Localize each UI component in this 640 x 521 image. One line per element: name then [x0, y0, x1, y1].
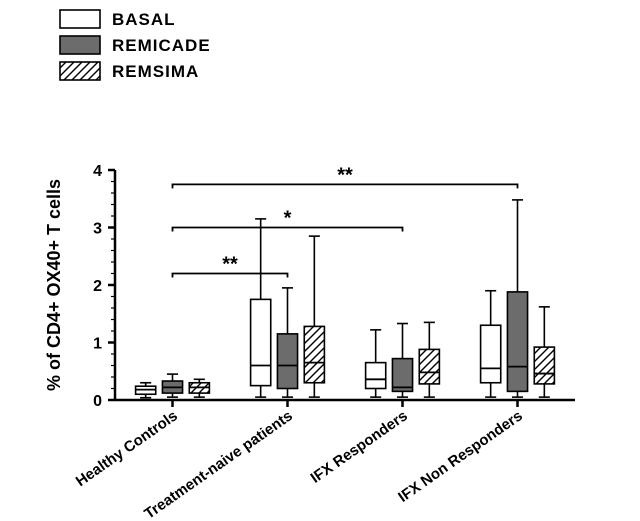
x-tick-label: IFX Responders: [307, 407, 410, 486]
box: [366, 363, 386, 389]
legend-label: BASAL: [112, 10, 176, 29]
box: [277, 334, 297, 389]
y-tick-label: 3: [93, 221, 102, 238]
y-tick-label: 2: [93, 278, 102, 295]
box: [419, 349, 439, 384]
box: [534, 347, 554, 384]
x-tick-label: IFX Non Responders: [395, 407, 526, 506]
box: [251, 299, 271, 385]
box: [304, 326, 324, 382]
legend-swatch: [60, 36, 100, 54]
box: [507, 292, 527, 391]
significance-label: **: [337, 164, 353, 186]
y-tick-label: 1: [93, 336, 102, 353]
legend-label: REMICADE: [112, 36, 211, 55]
legend-swatch: [60, 62, 100, 80]
legend-swatch: [60, 10, 100, 28]
y-axis-label: % of CD4+ OX40+ T cells: [44, 179, 64, 391]
boxplot-svg: 0 1 2 3 4 % of CD4+ OX40+ T cells Healthy Cont…: [0, 0, 640, 521]
legend-label: REMSIMA: [112, 62, 199, 81]
significance-label: *: [284, 208, 292, 230]
y-tick-label: 4: [93, 163, 102, 180]
chart-area: { "chart": { "type": "boxplot", "width_p…: [0, 0, 640, 521]
y-tick-label: 0: [93, 393, 102, 410]
significance-label: **: [222, 254, 238, 276]
box: [481, 325, 501, 383]
x-tick-label: Healthy Controls: [73, 407, 181, 490]
